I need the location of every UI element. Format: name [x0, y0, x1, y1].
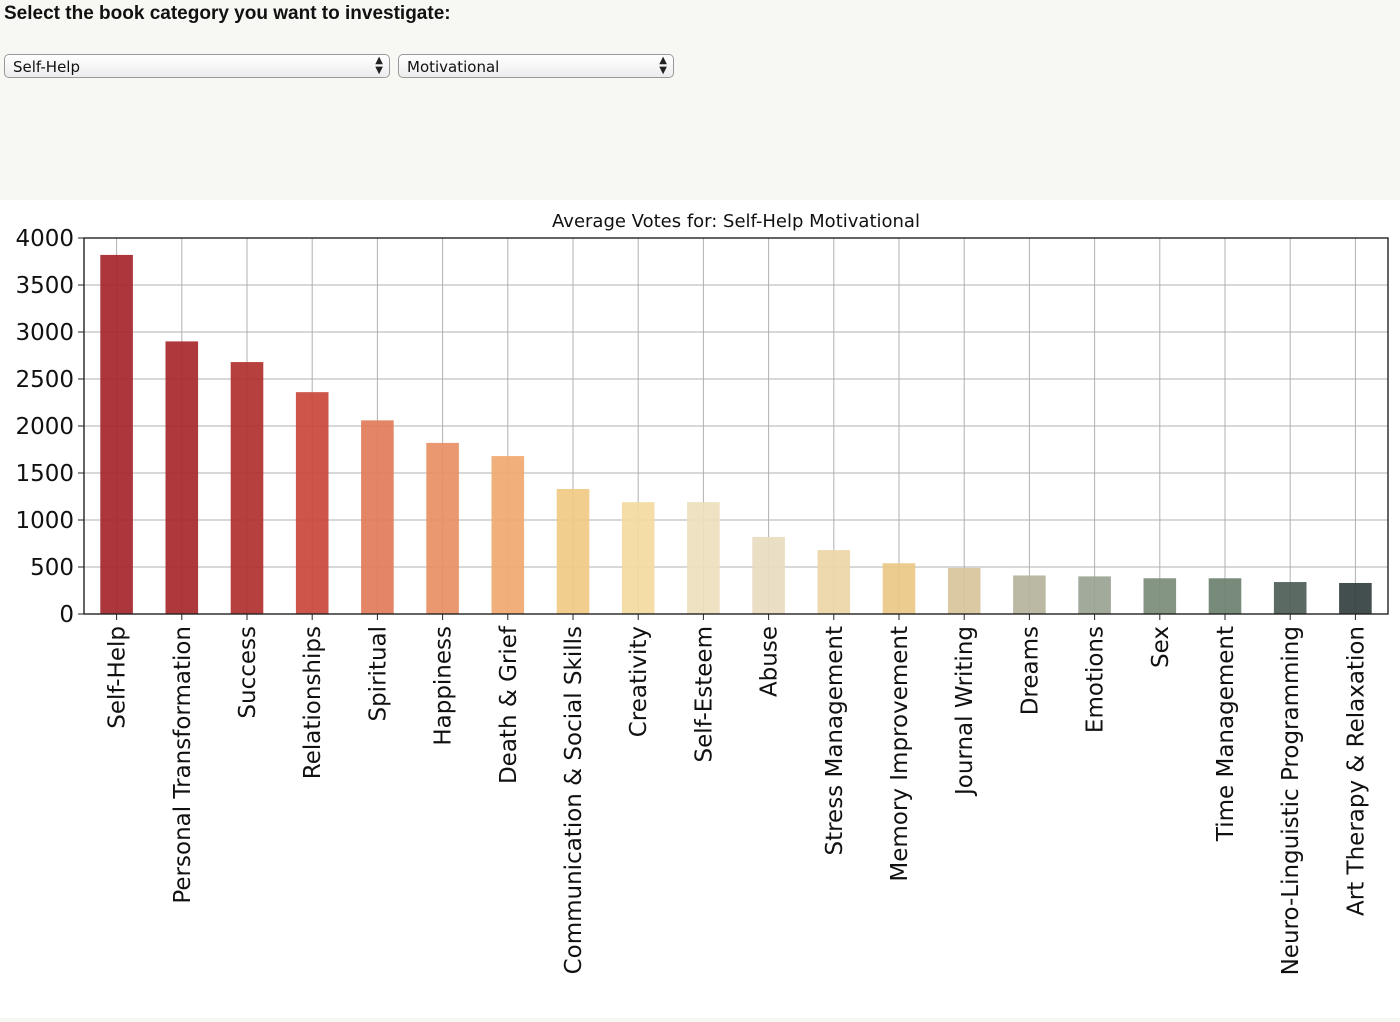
bar-communication-social-skills — [556, 488, 590, 614]
chart-area: Average Votes for: Self-Help Motivationa… — [0, 200, 1400, 1018]
bar-self-help — [100, 254, 133, 615]
bar-abuse — [752, 536, 785, 614]
y-tick-label: 1500 — [15, 461, 74, 487]
bar-neuro-linguistic-programming — [1273, 582, 1307, 614]
y-tick-label: 0 — [59, 602, 74, 628]
x-tick-label: Death & Grief — [496, 625, 522, 784]
bar-journal-writing — [947, 567, 981, 614]
y-tick-label: 2500 — [15, 367, 74, 393]
bar-dreams — [1013, 575, 1046, 614]
y-tick-label: 4000 — [15, 226, 74, 252]
bar-self-esteem — [687, 502, 720, 614]
bar-relationships — [295, 392, 329, 614]
subcategory-select[interactable]: Motivational ▲ ▼ — [398, 54, 674, 78]
up-down-arrows-icon: ▲ ▼ — [659, 55, 667, 76]
x-tick-label: Neuro-Linguistic Programming — [1278, 626, 1304, 975]
category-select[interactable]: Self-Help ▲ ▼ — [4, 54, 390, 78]
x-tick-label: Abuse — [757, 626, 783, 697]
bar-spiritual — [361, 420, 394, 614]
y-tick-label: 3000 — [15, 320, 74, 346]
x-tick-label: Relationships — [300, 626, 326, 779]
bar-personal-transformation — [165, 341, 199, 614]
grid-lines — [84, 237, 1388, 615]
category-select-value: Self-Help — [13, 58, 80, 76]
x-tick-label: Personal Transformation — [170, 626, 196, 904]
y-tick-label: 3500 — [15, 273, 74, 299]
bar-happiness — [426, 442, 459, 614]
bar-sex — [1143, 578, 1177, 614]
bar-creativity — [621, 502, 655, 614]
bar-art-therapy-relaxation — [1339, 582, 1372, 614]
subcategory-select-value: Motivational — [407, 58, 500, 76]
plot-frame — [83, 237, 1389, 615]
x-tick-label: Dreams — [1017, 626, 1043, 715]
bar-memory-improvement — [882, 563, 916, 614]
y-axis-ticks: 0 500 1000 1500 2000 2500 3000 3500 4000 — [15, 226, 84, 628]
x-tick-label: Success — [235, 626, 261, 719]
bar-time-management — [1208, 578, 1242, 614]
x-tick-label: Communication & Social Skills — [561, 626, 587, 974]
chart-title: Average Votes for: Self-Help Motivationa… — [552, 211, 920, 232]
up-down-arrows-icon: ▲ ▼ — [375, 55, 383, 76]
x-tick-label: Spiritual — [365, 626, 391, 722]
bar-death-grief — [491, 456, 525, 614]
bar-success — [230, 362, 264, 614]
x-tick-label: Journal Writing — [952, 626, 978, 797]
x-tick-label: Time Management — [1213, 626, 1239, 842]
x-axis-ticks: Self-Help Personal Transformation Success R… — [105, 614, 1369, 975]
x-tick-label: Creativity — [626, 626, 652, 737]
x-tick-label: Art Therapy & Relaxation — [1343, 626, 1369, 916]
bars — [100, 254, 1372, 615]
x-tick-label: Stress Management — [822, 626, 848, 856]
bar-chart: Average Votes for: Self-Help Motivationa… — [15, 211, 1389, 975]
x-tick-label: Self-Help — [105, 626, 131, 729]
bar-emotions — [1078, 576, 1111, 614]
x-tick-label: Emotions — [1083, 626, 1109, 733]
y-tick-label: 2000 — [15, 414, 74, 440]
x-tick-label: Memory Improvement — [887, 626, 913, 882]
bar-stress-management — [817, 550, 851, 614]
y-tick-label: 1000 — [15, 508, 74, 534]
y-tick-label: 500 — [30, 555, 74, 581]
x-tick-label: Self-Esteem — [691, 626, 717, 763]
x-tick-label: Sex — [1148, 626, 1174, 668]
category-prompt: Select the book category you want to inv… — [4, 3, 451, 24]
x-tick-label: Happiness — [431, 626, 457, 746]
